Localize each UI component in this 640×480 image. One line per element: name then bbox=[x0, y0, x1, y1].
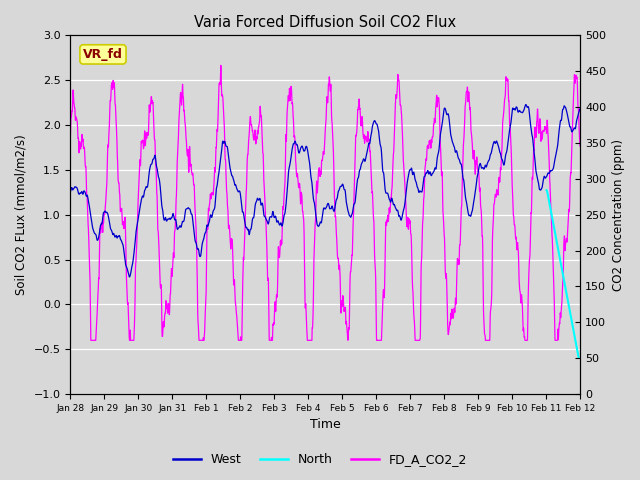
FD_A_CO2_2 bbox=[281, 182, 289, 188]
West bbox=[437, 129, 445, 134]
Line: FD_A_CO2_2: FD_A_CO2_2 bbox=[70, 65, 580, 340]
Y-axis label: Soil CO2 FLux (mmol/m2/s): Soil CO2 FLux (mmol/m2/s) bbox=[15, 134, 28, 295]
West bbox=[536, 187, 543, 192]
West bbox=[309, 190, 317, 195]
West bbox=[67, 189, 74, 194]
Line: North: North bbox=[547, 190, 579, 358]
FD_A_CO2_2 bbox=[309, 315, 317, 321]
FD_A_CO2_2 bbox=[87, 337, 95, 343]
West bbox=[522, 102, 530, 108]
West bbox=[577, 106, 584, 112]
Y-axis label: CO2 Concentration (ppm): CO2 Concentration (ppm) bbox=[612, 139, 625, 291]
Line: West: West bbox=[70, 105, 580, 277]
FD_A_CO2_2 bbox=[285, 96, 292, 102]
FD_A_CO2_2 bbox=[67, 135, 74, 141]
FD_A_CO2_2 bbox=[561, 248, 569, 253]
Legend: West, North, FD_A_CO2_2: West, North, FD_A_CO2_2 bbox=[168, 448, 472, 471]
West bbox=[285, 167, 292, 172]
FD_A_CO2_2 bbox=[577, 144, 584, 150]
X-axis label: Time: Time bbox=[310, 419, 340, 432]
FD_A_CO2_2 bbox=[217, 62, 225, 68]
FD_A_CO2_2 bbox=[536, 117, 543, 123]
West bbox=[561, 104, 569, 110]
Text: VR_fd: VR_fd bbox=[83, 48, 123, 61]
FD_A_CO2_2 bbox=[437, 159, 445, 165]
West bbox=[281, 211, 289, 216]
Title: Varia Forced Diffusion Soil CO2 Flux: Varia Forced Diffusion Soil CO2 Flux bbox=[195, 15, 456, 30]
North bbox=[561, 281, 568, 287]
West bbox=[125, 274, 133, 280]
